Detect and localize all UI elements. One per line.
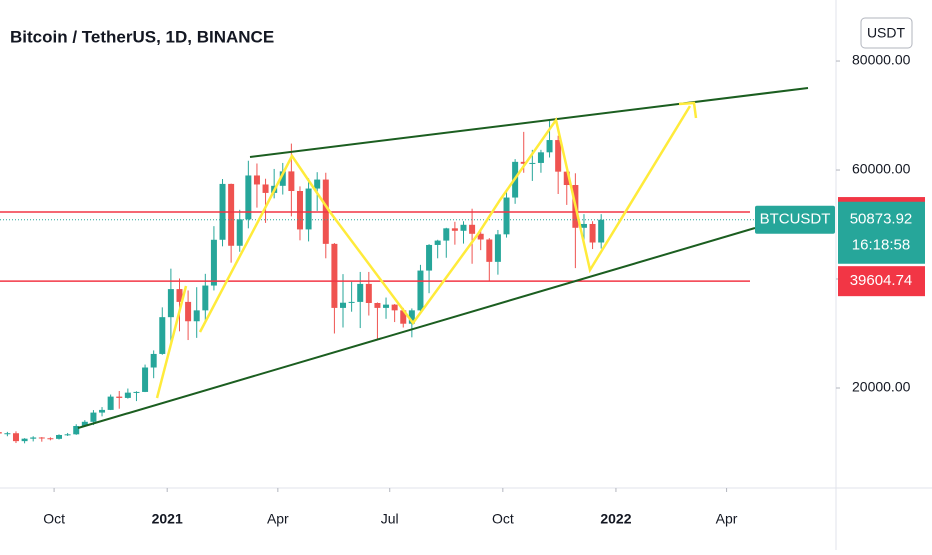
candle-body — [142, 367, 149, 392]
arrow-head — [678, 101, 698, 119]
currency-label[interactable]: USDT — [867, 25, 906, 41]
candle-body — [236, 219, 243, 246]
candle-body — [176, 289, 183, 302]
level-badge — [838, 266, 925, 297]
candle-body — [202, 285, 209, 311]
symbol-tag — [755, 205, 835, 234]
currency-button[interactable] — [860, 17, 913, 49]
symbol-label: BTCUSDT — [760, 211, 831, 228]
candle-body — [150, 353, 157, 368]
x-tick-label: Oct — [492, 511, 514, 527]
candle-body — [279, 171, 286, 186]
candle-body — [90, 412, 97, 422]
y-tick-label: 80000.00 — [852, 52, 911, 68]
candle-body — [99, 409, 106, 413]
chart-title: Bitcoin / TetherUS, 1D, BINANCE — [10, 27, 274, 46]
candle-body — [124, 392, 131, 398]
candle-body — [133, 391, 140, 393]
candle-body — [408, 310, 415, 324]
candle-body — [210, 239, 217, 286]
candle-body — [434, 240, 441, 245]
candle-body — [546, 140, 553, 153]
candle-body — [305, 188, 312, 230]
candle-body — [580, 223, 587, 228]
level-label: 39604.74 — [850, 272, 913, 289]
candle-body — [383, 304, 390, 308]
candle-body — [451, 228, 458, 231]
candle-body — [81, 421, 88, 426]
candle-body — [426, 244, 433, 271]
candle-body — [47, 438, 54, 440]
candle-body — [296, 191, 303, 230]
yellow-path — [155, 285, 188, 399]
x-tick-label: Apr — [716, 511, 738, 527]
candle-body — [555, 140, 562, 172]
candle-body — [116, 396, 123, 398]
candle-body — [56, 434, 63, 439]
candle-body — [253, 175, 260, 185]
candle-body — [262, 184, 269, 193]
candle-body — [348, 301, 355, 303]
x-tick-label: Apr — [267, 511, 289, 527]
candle-body — [486, 239, 493, 262]
candle-body — [598, 219, 605, 243]
x-tick-label: Oct — [43, 511, 65, 527]
candle-body — [537, 152, 544, 163]
lower-trendline — [77, 227, 756, 429]
last-price-badge — [838, 201, 925, 264]
candle-body — [357, 283, 364, 302]
drawings — [77, 87, 809, 429]
candle-body — [494, 234, 501, 262]
candle-body — [0, 432, 2, 434]
candle-body — [64, 434, 71, 436]
candle-body — [391, 304, 398, 311]
candle-body — [73, 425, 80, 435]
candle-body — [288, 171, 295, 192]
candle-body — [469, 224, 476, 234]
candle-body — [107, 396, 114, 410]
candle-body — [193, 310, 200, 322]
upper-trendline — [249, 87, 809, 158]
candle-body — [340, 302, 347, 308]
candle-body — [503, 197, 510, 235]
candle-body — [520, 161, 527, 164]
candle-body — [38, 437, 45, 439]
candle-body — [167, 289, 174, 318]
candle-body — [30, 437, 37, 439]
candle-body — [21, 438, 28, 442]
candle-body — [245, 175, 252, 220]
candle-body — [443, 228, 450, 241]
candle-body — [4, 433, 11, 435]
y-tick-label: 60000.00 — [852, 161, 911, 177]
candle-body — [400, 310, 407, 324]
x-tick-label: 2022 — [600, 511, 631, 527]
candle-body — [477, 233, 484, 240]
candle-body — [417, 270, 424, 311]
candle-body — [460, 224, 467, 231]
x-tick-label: 2021 — [152, 511, 183, 527]
candle-body — [185, 301, 192, 322]
candle-body — [365, 283, 372, 303]
x-tick-label: Jul — [381, 511, 399, 527]
candle-body — [12, 433, 19, 442]
candle-body — [159, 317, 166, 354]
candle-body — [331, 243, 338, 308]
candle-body — [589, 223, 596, 243]
y-tick-label: 20000.00 — [852, 379, 911, 395]
candle-body — [529, 162, 536, 164]
axes: 20000.0040000.0060000.0080000.00Oct2021A… — [43, 52, 925, 527]
candle-body — [314, 179, 321, 189]
candle-body — [374, 302, 381, 308]
yellow-path — [198, 105, 692, 333]
candle-body — [228, 183, 235, 246]
candle-body — [563, 171, 570, 186]
last-price-label: 50873.92 — [850, 211, 913, 228]
countdown-label: 16:18:58 — [852, 237, 910, 254]
